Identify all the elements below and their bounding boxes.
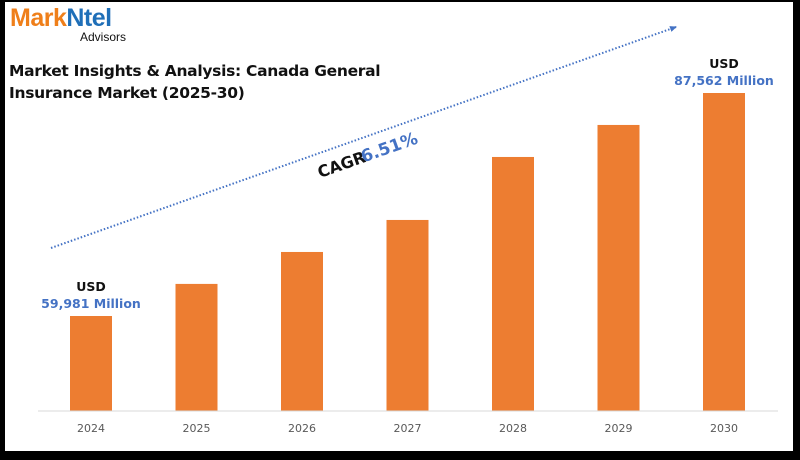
bar-2028	[492, 156, 534, 411]
cagr-trend-arrow	[50, 26, 677, 249]
bar-2030	[703, 93, 745, 411]
x-tick-2024: 2024	[77, 422, 105, 435]
bars-group	[70, 93, 745, 412]
cagr-value: 6.51%	[358, 129, 420, 168]
bar-2027	[386, 219, 429, 411]
chart-title-line-1: Market Insights & Analysis: Canada Gener…	[9, 62, 381, 80]
data-label-currency-2024: USD	[76, 279, 106, 294]
x-tick-2026: 2026	[288, 422, 316, 435]
x-axis-ticks: 2024 2025 2026 2027 2028 2029 2030	[77, 422, 738, 435]
logo-mark-text: Mark	[10, 4, 67, 32]
chart-title-line-2: Insurance Market (2025-30)	[9, 84, 245, 102]
logo-ntel-text: Ntel	[66, 4, 112, 32]
cagr-annotation: CAGR 6.51%	[315, 129, 421, 182]
logo-wordmark: MarkNtel	[10, 4, 112, 32]
data-labels: USD 59,981 Million USD 87,562 Million	[41, 56, 774, 311]
markntel-logo: MarkNtel Advisors	[10, 4, 126, 44]
x-tick-2025: 2025	[183, 422, 211, 435]
bar-2024	[70, 316, 112, 411]
x-tick-2028: 2028	[499, 422, 527, 435]
x-tick-2027: 2027	[394, 422, 422, 435]
bar-2025	[175, 283, 218, 411]
chart-title: Market Insights & Analysis: Canada Gener…	[9, 60, 381, 104]
logo-subtitle: Advisors	[80, 30, 127, 44]
data-label-value-2030: 87,562 Million	[674, 73, 774, 88]
bar-2029	[597, 124, 640, 412]
data-label-value-2024: 59,981 Million	[41, 296, 141, 311]
data-label-currency-2030: USD	[709, 56, 739, 71]
x-tick-2030: 2030	[710, 422, 738, 435]
bar-2026	[281, 251, 323, 411]
x-tick-2029: 2029	[605, 422, 633, 435]
